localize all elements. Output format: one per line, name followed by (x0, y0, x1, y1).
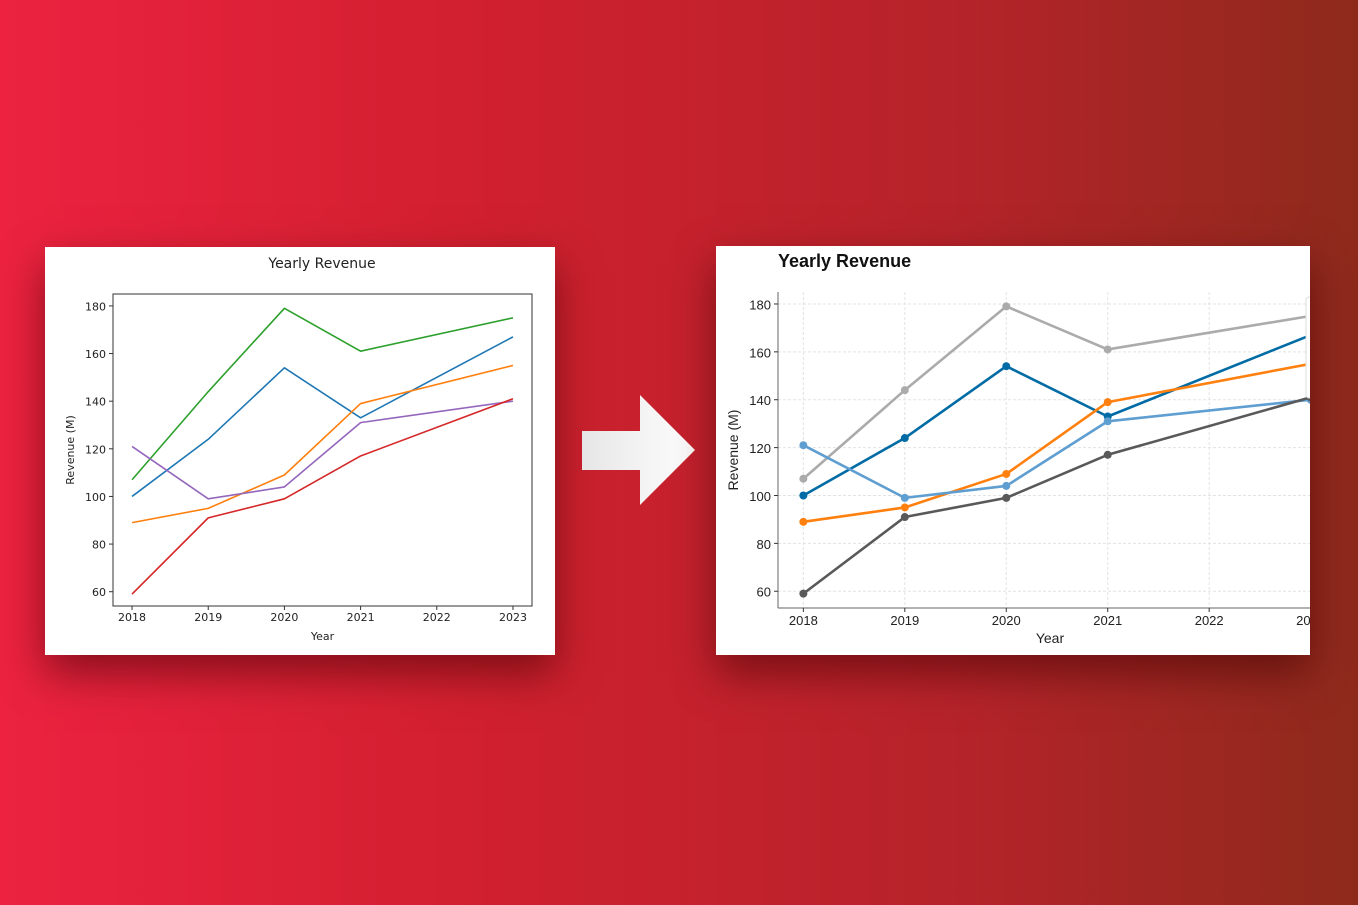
y-tick-label: 80 (757, 537, 771, 552)
after-chart-panel: 2018 2019 2020 2021 2022 2023 60 80 100 120 140 160… (716, 246, 1310, 655)
y-tick-label: 120 (85, 443, 106, 456)
data-point (900, 386, 909, 395)
data-point (1103, 345, 1112, 354)
series-line (131, 400, 514, 500)
chart-title: Yearly Revenue (778, 251, 911, 271)
series-line (131, 307, 514, 481)
series-line (131, 398, 514, 595)
x-tick-label: 2018 (118, 611, 146, 624)
data-point (799, 589, 808, 598)
data-point (900, 513, 909, 522)
x-tick-label: 2023 (499, 611, 527, 624)
data-point (1002, 362, 1011, 371)
series-line (803, 362, 1310, 524)
y-tick-label: 140 (85, 396, 106, 409)
data-point (900, 493, 909, 502)
series-line (131, 336, 514, 498)
data-point (1103, 417, 1112, 426)
after-chart: 2018 2019 2020 2021 2022 2023 60 80 100 120 140 160… (725, 251, 1310, 646)
data-point (1002, 481, 1011, 490)
plot-frame (112, 293, 533, 607)
y-tick-label: 80 (92, 539, 106, 552)
x-axis-label: Year (1036, 630, 1065, 646)
y-tick-label: 120 (749, 441, 771, 456)
series-line (802, 398, 1310, 500)
data-point (1103, 450, 1112, 459)
before-chart: 2018 2019 2020 2021 2022 2023 60 80 100 120 140 160… (64, 256, 533, 643)
data-point (900, 434, 909, 443)
x-tick-label: 2019 (194, 611, 222, 624)
x-tick-label: 2023 (1296, 613, 1310, 628)
y-tick-label: 60 (92, 586, 106, 599)
x-tick-label: 2022 (423, 611, 451, 624)
data-point (799, 474, 808, 483)
x-axis-label: Year (310, 630, 335, 643)
y-tick-label: 160 (85, 348, 106, 361)
y-axis-label: Revenue (M) (725, 410, 741, 491)
y-axis-label: Revenue (M) (64, 415, 77, 484)
data-point (1103, 398, 1112, 407)
x-tick-label: 2020 (992, 613, 1021, 628)
data-point (799, 517, 808, 526)
data-point (799, 441, 808, 450)
y-tick-label: 140 (749, 393, 771, 408)
x-tick-label: 2018 (789, 613, 818, 628)
x-tick-label: 2021 (347, 611, 375, 624)
y-tick-label: 100 (749, 489, 771, 504)
x-tick-label: 2021 (1093, 613, 1122, 628)
x-tick-label: 2022 (1195, 613, 1224, 628)
legend-box (1305, 296, 1310, 399)
series-line (802, 333, 1310, 497)
y-tick-label: 160 (749, 345, 771, 360)
y-tick-label: 180 (85, 300, 106, 313)
data-point (1002, 302, 1011, 311)
before-chart-panel: 2018 2019 2020 2021 2022 2023 60 80 100 120 140 160… (45, 247, 555, 655)
data-point (799, 491, 808, 500)
data-point (1002, 469, 1011, 478)
y-tick-label: 180 (749, 297, 771, 312)
x-tick-label: 2019 (890, 613, 919, 628)
arrow-right-icon (582, 395, 695, 505)
series-line (131, 364, 514, 524)
data-point (1002, 493, 1011, 502)
y-tick-label: 100 (85, 491, 106, 504)
x-tick-label: 2020 (270, 611, 298, 624)
data-point (900, 503, 909, 512)
y-tick-label: 60 (757, 585, 771, 600)
chart-title: Yearly Revenue (267, 256, 375, 272)
